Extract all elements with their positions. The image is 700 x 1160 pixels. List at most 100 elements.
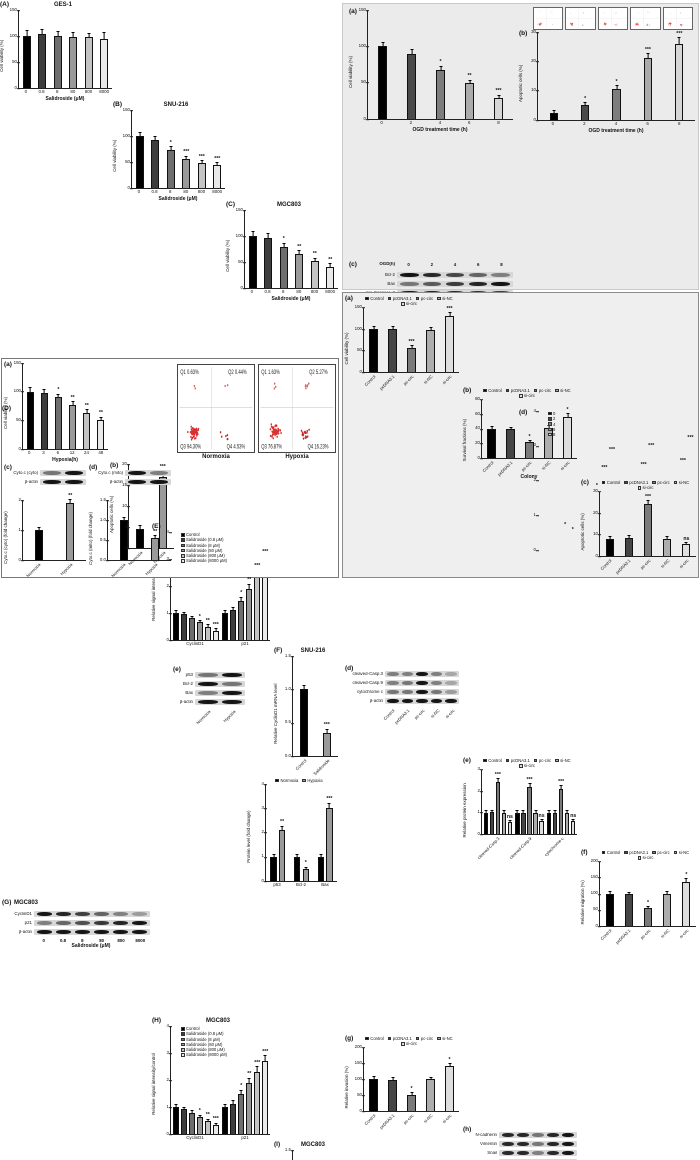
error-bar-cap [627,535,630,536]
x-tick-label: 8000 [322,289,338,296]
flow-inset [565,7,595,30]
significance-marker: *** [641,463,647,468]
protein-band [75,930,90,934]
bar [238,1094,244,1134]
x-tick-label: p21 [220,1135,270,1142]
protein-band [113,912,128,916]
legend-chip [555,389,559,393]
protein-band [532,1142,544,1146]
panel-label: (b) [110,462,118,469]
bar [625,894,633,926]
significance-marker: *** [645,495,651,500]
x-tick-label: 0 [18,89,34,96]
significance-marker: ** [153,530,157,535]
x-tick-label: 80 [291,289,307,296]
y-tick-label: 2 [255,830,264,834]
bar [279,830,285,881]
cytoc-cyto-panel: (c)Cyto.c (cyto)β-actin Cyto.c (cyto) (f… [4,465,86,576]
bar [515,813,519,835]
legend-item: Normoxia [275,778,298,783]
bar [23,36,31,88]
error-bar-cap [251,231,254,232]
legend-item: Control [483,388,502,393]
protein-band [37,912,52,916]
bar [249,236,257,288]
panel-label: (E) [152,523,161,530]
error-bar-cap [138,132,141,133]
chart-title: MGC803 [288,1142,338,1149]
error-bar-cap [182,612,185,613]
error-bar [449,1063,450,1066]
blot-row: p21 [2,920,150,927]
bar [222,1107,228,1134]
y-tick-label: 2 [471,789,480,793]
x-tick-label: pcDNA3.1 [378,374,395,391]
error-bar-cap [534,810,537,811]
legend-item: Hypoxia [302,778,322,783]
significance-marker: * [240,591,242,596]
bar [539,821,543,834]
error-bar [170,147,171,150]
x-tick-label: Control [599,558,612,571]
error-bar-cap [85,409,88,410]
protein-band [56,930,71,934]
error-bar [430,1077,431,1079]
blot-lane-strip [385,671,459,678]
legend-label: pc-circ [657,850,669,855]
x-tick-label: Control [363,374,376,387]
significance-marker: ** [247,578,251,583]
bar [262,1061,268,1134]
bar [378,46,386,119]
x-tick-label: 8 [275,289,291,296]
error-bar-cap [304,867,307,868]
bar [197,1117,203,1134]
blot-row: Cyto.c (mito) [89,470,171,477]
panel-label: (A) [0,1,9,8]
significance-marker: * [170,141,172,146]
bar [213,165,221,188]
legend-chip [181,554,185,558]
y-tick-label: 0 [353,370,362,374]
chart-title: SNU-216 [127,102,225,109]
significance-marker: * [566,408,568,413]
panel-label: (d) [89,464,97,471]
y-tick-label: 0 [527,118,536,122]
error-bar [326,729,327,732]
error-bar-cap [627,892,630,893]
svg-text:Q1 1.63%: Q1 1.63% [261,369,280,376]
error-bar [555,811,556,813]
protein-band [387,699,399,703]
bar [527,787,531,834]
protein-band [75,912,90,916]
x-axis-label: OGD treatment time (h) [367,127,513,133]
flow-plot-area: Q1 1.63%Q2 5.27%Q3 76.87%Q4 16.23% [258,364,336,453]
x-tick-label: si-circ [442,1113,454,1125]
blot-row-label: Bax [349,282,395,286]
error-bar-cap [29,387,32,388]
y-tick-label: 0 [589,554,598,558]
bar [173,613,179,640]
y-axis-label: Survival fractions (%) [463,400,470,481]
svg-text:Q4 4.53%: Q4 4.53% [227,444,246,451]
blot-row: N-cadherin [463,1132,577,1139]
y-tick-label: 150 [8,8,17,12]
legend-label: Control [607,480,621,485]
legend-label: si-NC [679,850,689,855]
protein-band [517,1133,529,1137]
y-tick-label: 0 [471,832,480,836]
error-bar-cap [296,854,299,855]
x-tick-label: Control [481,460,494,473]
significance-marker: ns [570,814,576,819]
blot-lane-strip [499,1132,577,1139]
error-bar [123,518,124,520]
significance-marker: ** [297,245,301,250]
error-bar-cap [554,810,557,811]
error-bar [573,820,574,821]
